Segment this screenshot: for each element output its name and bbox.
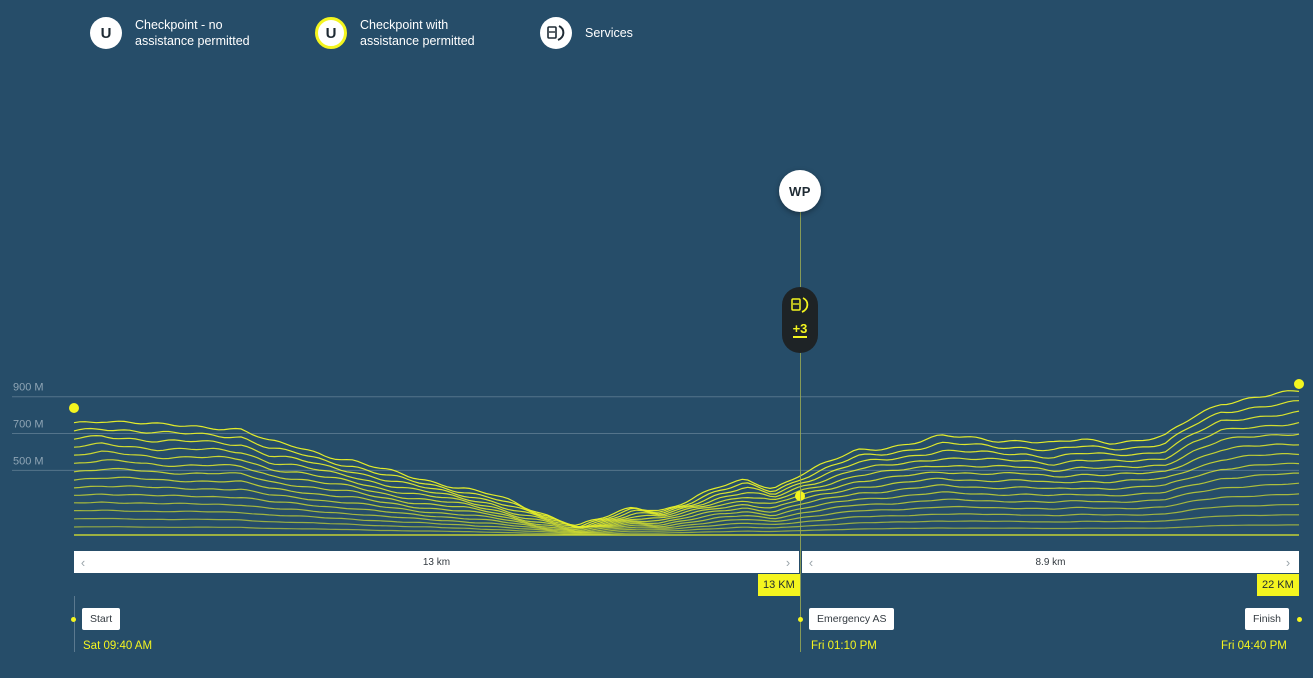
services-icon [540, 17, 572, 49]
legend-item-services: Services [540, 13, 735, 53]
finish-time: Fri 04:40 PM [1221, 640, 1287, 652]
elevation-ridge-line [73, 462, 1300, 531]
legend-item-checkpoint-assist: U Checkpoint with assistance permitted [315, 13, 510, 53]
elevation-ridge-line [73, 443, 1300, 528]
legend-label: Checkpoint - no assistance permitted [135, 18, 250, 48]
start-dot [71, 617, 76, 622]
finish-tag[interactable]: Finish [1245, 608, 1290, 630]
finish-point-marker [1294, 379, 1304, 389]
elevation-ridge-line [74, 482, 1300, 533]
chevron-left-icon[interactable]: ‹ [80, 554, 86, 570]
elevation-ridge-line [74, 503, 1300, 534]
start-time: Sat 09:40 AM [83, 640, 153, 652]
y-tick-label: 500 M [13, 455, 44, 467]
finish-dot [1297, 617, 1302, 622]
elevation-ridge-line [73, 422, 1300, 529]
legend-item-checkpoint-no-assist: U Checkpoint - no assistance permitted [90, 13, 285, 53]
legend-label: Checkpoint with assistance permitted [360, 18, 475, 48]
emergency-tag[interactable]: Emergency AS [809, 608, 895, 630]
elevation-ridge-line [73, 410, 1300, 529]
waypoint-line [800, 212, 801, 652]
elevation-ridge-line [73, 472, 1299, 532]
elevation-ridge-line [73, 514, 1299, 535]
elevation-ridge-line [73, 390, 1300, 526]
services-pill[interactable]: +3 [782, 287, 818, 353]
services-count: +3 [792, 321, 808, 338]
elevation-ridge-line [73, 400, 1300, 528]
segment-distance: 13 km [422, 556, 451, 568]
elevation-ridge-line [73, 524, 1299, 535]
elevation-ridge-line [73, 453, 1300, 529]
start-line [74, 596, 75, 652]
checkpoint-icon: U [90, 17, 122, 49]
mid-time: Fri 01:10 PM [811, 640, 877, 652]
waypoint-badge[interactable]: WP [779, 170, 821, 212]
elevation-ridge-line [73, 493, 1300, 533]
start-point-marker [69, 403, 79, 413]
drink-food-icon [791, 297, 809, 313]
chevron-left-icon[interactable]: ‹ [808, 554, 814, 570]
y-tick-label: 900 M [13, 382, 44, 394]
elevation-ridge-line [73, 433, 1300, 528]
segment-bar-2[interactable]: ‹ 8.9 km › [802, 551, 1299, 573]
mid-dot [798, 617, 803, 622]
chevron-right-icon[interactable]: › [785, 554, 791, 570]
start-tag[interactable]: Start [82, 608, 121, 630]
segment-bar-1[interactable]: ‹ 13 km › [74, 551, 799, 573]
checkpoint-assist-icon: U [315, 17, 347, 49]
legend-label: Services [585, 26, 633, 40]
chevron-right-icon[interactable]: › [1285, 554, 1291, 570]
km-badge: 13 KM [758, 574, 800, 596]
segment-distance: 8.9 km [1035, 556, 1066, 568]
y-tick-label: 700 M [13, 419, 44, 431]
km-badge: 22 KM [1257, 574, 1299, 596]
